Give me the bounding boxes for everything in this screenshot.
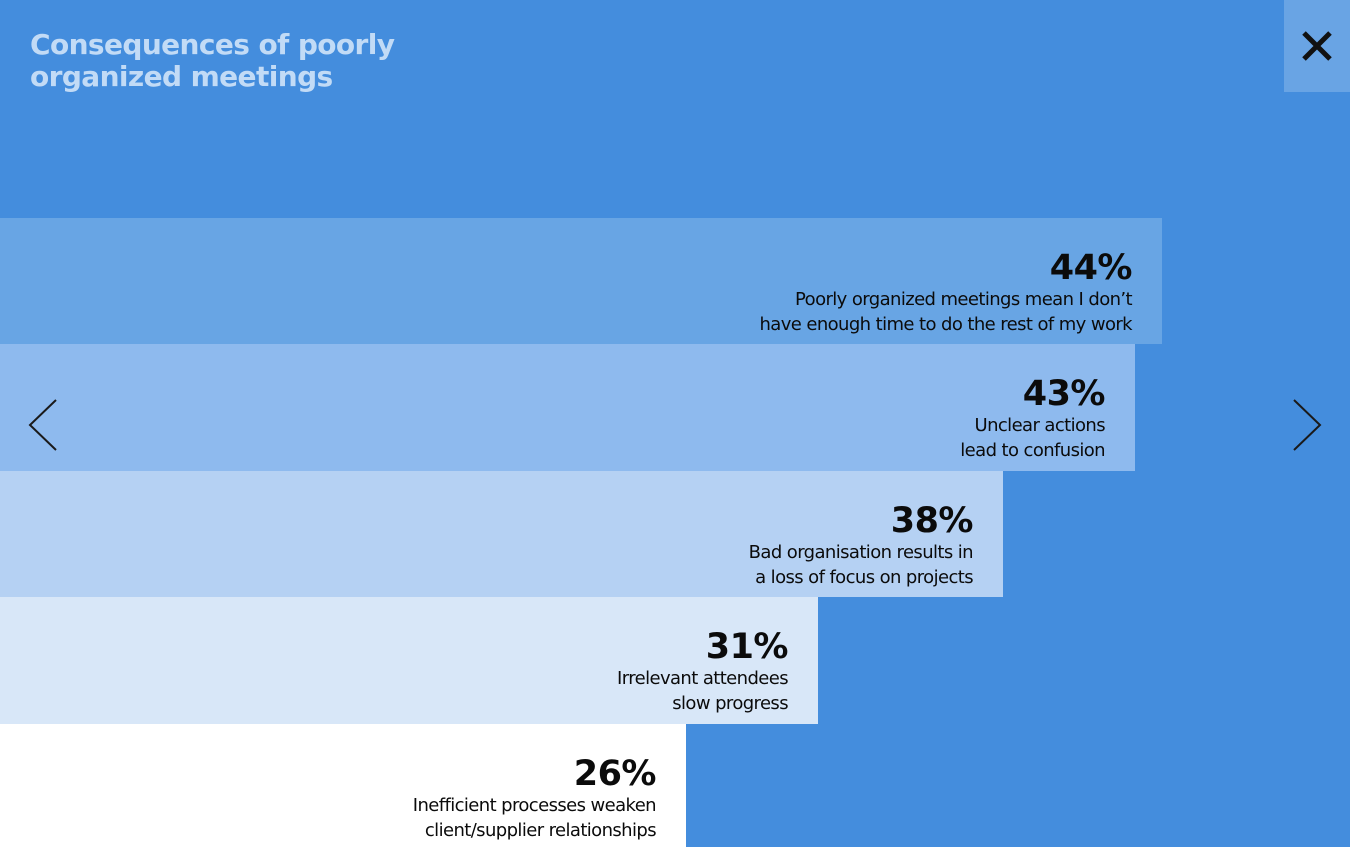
chart-title: Consequences of poorly organized meeting…	[30, 28, 395, 93]
bar-category-label: Poorly organized meetings mean I don’t h…	[759, 289, 1132, 335]
previous-button[interactable]	[26, 395, 60, 455]
bar-value-label: 31%	[705, 627, 789, 668]
bar-1: 44% Poorly organized meetings mean I don’…	[0, 218, 1162, 345]
bar-text: 44% Poorly organized meetings mean I don’…	[759, 218, 1132, 337]
bar-text: 31% Irrelevant attendees slow progress	[617, 597, 789, 716]
next-button[interactable]	[1290, 395, 1324, 455]
bar-4: 31% Irrelevant attendees slow progress	[0, 597, 818, 724]
bar-5: 26% Inefficient processes weaken client/s…	[0, 723, 686, 847]
bar-value-label: 38%	[890, 500, 974, 541]
chevron-left-icon	[28, 399, 57, 451]
bar-category-label: Inefficient processes weaken client/supp…	[412, 794, 657, 841]
close-button[interactable]	[1284, 0, 1350, 92]
bar-text: 38% Bad organisation results in a loss of…	[748, 471, 974, 590]
bar-value-label: 26%	[573, 753, 657, 794]
bar-category-label: Bad organisation results in a loss of fo…	[748, 541, 974, 588]
close-icon	[1302, 31, 1332, 61]
bar-text: 43% Unclear actions lead to confusion	[960, 344, 1105, 463]
bar-3: 38% Bad organisation results in a loss of…	[0, 470, 1003, 598]
bar-category-label: Irrelevant attendees slow progress	[617, 668, 789, 715]
bar-category-label: Unclear actions lead to confusion	[960, 415, 1105, 462]
bar-value-label: 43%	[1022, 374, 1106, 415]
bar-2: 43% Unclear actions lead to confusion	[0, 344, 1135, 471]
chevron-right-icon	[1293, 399, 1322, 451]
bar-value-label: 44%	[1049, 248, 1133, 288]
bar-text: 26% Inefficient processes weaken client/s…	[412, 724, 657, 843]
